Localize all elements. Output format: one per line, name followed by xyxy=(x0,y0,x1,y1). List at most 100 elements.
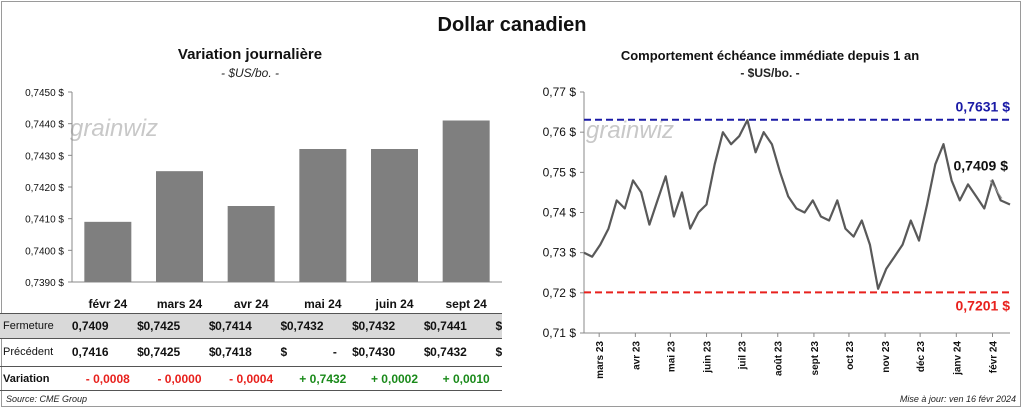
bar xyxy=(84,221,132,282)
cell-value: 0,7425 xyxy=(143,319,181,333)
page-title: Dollar canadien xyxy=(437,14,587,36)
y-tick-label: 0,7400 $ xyxy=(25,246,64,257)
table-cell: - 0,0004 xyxy=(229,372,274,386)
table-cell: 0,7409 $ xyxy=(72,319,144,333)
y-tick-label: 0,7430 $ xyxy=(25,151,64,162)
cell-value: 0,7432 xyxy=(358,319,396,333)
table-cell: + 0,0002 xyxy=(370,372,419,386)
x-tick-label: sept 23 xyxy=(810,341,821,376)
table-cell: 0,7432 $ xyxy=(430,345,502,359)
cell-currency: $ xyxy=(352,319,359,333)
cell-currency: $ xyxy=(208,345,216,359)
y-tick-label: 0,74 $ xyxy=(543,206,577,220)
cell-value: 0,7430 xyxy=(358,345,396,359)
table-bottom-border xyxy=(0,390,502,391)
table-cell: 0,7441 $ xyxy=(430,319,502,333)
cell-currency: $ xyxy=(423,319,431,333)
x-tick-label: oct 23 xyxy=(845,341,856,370)
bar-chart: grainwiz 0,7390 $ 0,7400 $ 0,7410 $ 0,7420 $… xyxy=(25,88,502,311)
last-value-label: 0,7409 $ xyxy=(954,157,1009,173)
x-tick-label: avr 23 xyxy=(631,341,642,370)
cell-currency: $ xyxy=(137,345,144,359)
cell-value: 0,7414 xyxy=(215,319,252,333)
cell-currency: $ xyxy=(280,319,288,333)
reference-label: 0,7201 $ xyxy=(956,297,1011,313)
source-note: Source: CME Group xyxy=(6,394,88,404)
cell-currency: $ xyxy=(280,345,288,359)
x-tick-label: janv 24 xyxy=(952,341,963,376)
y-tick-label: 0,7420 $ xyxy=(25,183,64,194)
y-tick-label: 0,7440 $ xyxy=(25,120,64,131)
cell-currency: $ xyxy=(495,345,503,359)
cell-value: 0,7425 xyxy=(143,345,181,359)
cell-currency: $ xyxy=(495,319,503,333)
table-cell: 0,7425 $ xyxy=(144,345,216,359)
x-tick-label: juil 23 xyxy=(738,341,749,371)
cell-currency: $ xyxy=(137,319,144,333)
cell-value: 0,7432 xyxy=(286,319,324,333)
y-tick-label: 0,7390 $ xyxy=(25,278,64,289)
table-cell: + 0,7432 xyxy=(299,372,347,386)
table-row-label: Variation xyxy=(3,373,50,385)
left-chart-unit: - $US/bo. - xyxy=(220,66,280,80)
y-tick-label: 0,7450 $ xyxy=(25,88,64,99)
y-tick-label: 0,72 $ xyxy=(543,286,577,300)
x-tick-label: mai 23 xyxy=(666,341,677,373)
x-tick-label: nov 23 xyxy=(881,341,892,373)
x-tick-label: sept 24 xyxy=(445,297,487,311)
table-cell: 0,7432 $ xyxy=(287,319,359,333)
table-cell: 0,7418 $ xyxy=(215,345,287,359)
cell-value: - xyxy=(332,345,337,359)
update-note: Mise à jour: ven 16 févr 2024 xyxy=(899,394,1016,404)
table-cell: 0,7425 $ xyxy=(144,319,216,333)
y-tick-label: 0,77 $ xyxy=(543,85,577,99)
watermark: grainwiz xyxy=(586,117,674,144)
x-tick-label: févr 24 xyxy=(88,297,127,311)
table-cell: 0,7430 $ xyxy=(359,345,431,359)
x-tick-label: août 23 xyxy=(774,341,785,376)
right-chart-title: Comportement échéance immédiate depuis 1… xyxy=(620,48,920,63)
table-cell: + 0,0010 xyxy=(442,372,490,386)
bar xyxy=(227,206,275,282)
cell-currency: $ xyxy=(352,345,359,359)
table-top-border xyxy=(0,313,502,314)
table-cell: - 0,0008 xyxy=(85,372,130,386)
table-row-label: Précédent xyxy=(3,346,54,358)
bar xyxy=(299,149,347,282)
x-tick-label: févr 24 xyxy=(988,341,999,374)
y-tick-label: 0,75 $ xyxy=(543,165,577,179)
y-tick-label: 0,71 $ xyxy=(543,326,577,340)
bar xyxy=(371,149,418,282)
x-tick-label: mars 23 xyxy=(595,341,606,379)
x-tick-label: déc 23 xyxy=(916,341,927,373)
table-row-divider xyxy=(0,338,502,339)
x-tick-label: avr 24 xyxy=(234,297,269,311)
x-tick-label: mai 24 xyxy=(304,297,342,311)
watermark: grainwiz xyxy=(70,115,158,142)
bar xyxy=(442,120,490,282)
cell-currency: $ xyxy=(208,319,216,333)
y-tick-label: 0,73 $ xyxy=(543,246,577,260)
right-chart-unit: - $US/bo. - xyxy=(740,66,800,80)
table-row-divider xyxy=(0,366,502,367)
table-row-label: Fermeture xyxy=(3,320,54,332)
last-value-leader xyxy=(989,180,1003,199)
table-cell: 0,7432 $ xyxy=(359,319,431,333)
y-tick-label: 0,7410 $ xyxy=(25,215,64,226)
series-line xyxy=(583,118,1011,290)
cell-currency: $ xyxy=(423,345,431,359)
cell-value: 0,7432 xyxy=(430,345,467,359)
left-chart-title: Variation journalière xyxy=(177,46,323,63)
table-cell: - 0,0000 xyxy=(157,372,202,386)
x-tick-label: juin 23 xyxy=(703,341,714,374)
cell-value: 0,7409 xyxy=(71,319,109,333)
table-row-highlight xyxy=(0,314,502,338)
cell-value: 0,7441 xyxy=(430,319,467,333)
table-cell: 0,7414 $ xyxy=(215,319,287,333)
x-tick-label: juin 24 xyxy=(374,297,413,311)
reference-label: 0,7631 $ xyxy=(956,99,1011,115)
bar xyxy=(156,171,203,282)
cell-value: 0,7418 xyxy=(215,345,252,359)
x-tick-label: mars 24 xyxy=(157,297,203,311)
line-chart: grainwiz 0,71 $ 0,72 $ 0,73 $ 0,74 $ 0,75 $ 0,… xyxy=(543,85,1011,379)
